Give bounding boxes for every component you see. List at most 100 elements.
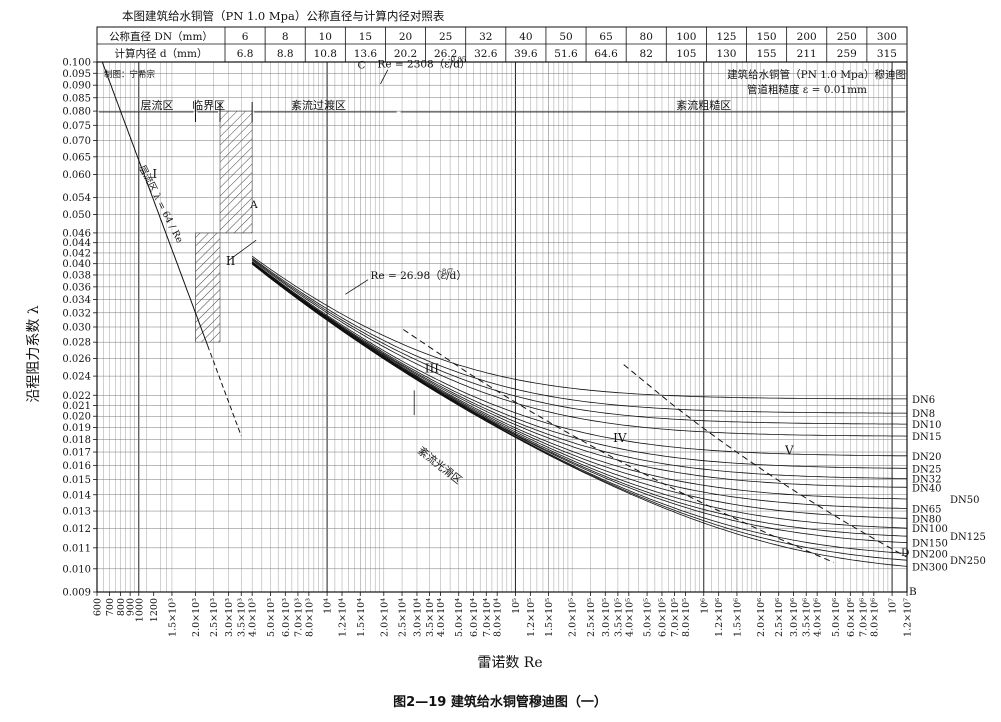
y-tick-label: 0.090 (62, 81, 91, 92)
x-tick-label: 10⁵ (511, 598, 522, 614)
x-tick-label: 3.0×10³ (224, 598, 235, 637)
series-label: DN40 (912, 483, 942, 494)
x-tick-label: 4.0×10⁴ (436, 598, 447, 637)
table-dn-cell: 15 (359, 31, 372, 43)
y-tick-label: 0.100 (62, 58, 91, 69)
series-line-dn250 (251, 263, 908, 561)
series-line-dn15 (251, 259, 908, 437)
x-axis-label: 雷诺数 Re (477, 655, 542, 671)
curve-ii-pointer (228, 239, 257, 261)
table-d-cell: 82 (640, 48, 653, 60)
table-dn-cell: 125 (716, 31, 736, 43)
table-row2-label: 计算内径 d（mm） (115, 47, 208, 60)
table-d-cell: 130 (716, 48, 736, 60)
x-tick-label: 7.0×10³ (293, 598, 304, 637)
series-line-dn300 (251, 263, 908, 567)
table-d-cell: 105 (676, 48, 696, 60)
series-line-dn50 (251, 262, 908, 500)
curve-label-v: V (784, 444, 794, 458)
author-note: 制图：宁希宗 (104, 69, 155, 80)
y-tick-label: 0.042 (62, 248, 91, 259)
table-dn-cell: 32 (479, 31, 492, 43)
x-tick-label: 7.0×10⁴ (482, 598, 493, 637)
y-tick-label: 0.080 (62, 107, 91, 118)
zone-label: 临界区 (192, 98, 225, 112)
y-axis-label: 沿程阻力系数 λ (26, 305, 42, 402)
x-tick-label: 3.0×10⁴ (412, 598, 423, 637)
table-d-cell: 259 (837, 48, 857, 60)
formula-upper: Re = 2308（ε/d） (377, 59, 470, 71)
series-label: DN65 (912, 505, 942, 516)
series-label: DN150 (912, 539, 948, 550)
x-tick-label: 1000 (134, 598, 145, 622)
dn-table: 公称直径 DN（mm） 计算内径 d（mm） 6 6.8 8 8.8 10 10.8 15 13.… (96, 26, 908, 63)
table-d-cell: 64.6 (594, 48, 618, 60)
x-tick-label: 4.0×10⁵ (624, 598, 635, 637)
table-d-cell: 6.8 (237, 48, 254, 60)
y-tick-label: 0.022 (62, 391, 91, 402)
y-tick-label: 0.021 (62, 401, 91, 412)
y-tick-label: 0.012 (62, 524, 91, 535)
y-tick-label: 0.026 (62, 354, 91, 365)
x-tick-label: 6.0×10³ (281, 598, 292, 637)
formula-upper-exponent: -0.85 (448, 56, 466, 64)
series-label: DN125 (950, 532, 986, 543)
table-dn-cell: 6 (242, 31, 249, 43)
table-dn-cell: 10 (319, 31, 332, 43)
x-tick-label: 4.0×10⁶ (813, 598, 824, 637)
x-tick-label: 3.0×10⁵ (601, 598, 612, 637)
zone-label: 层流区 (141, 98, 174, 112)
x-tick-label: 5.0×10⁵ (643, 598, 654, 637)
x-tick-label: 1.2×10⁷ (903, 598, 914, 637)
x-tick-label: 700 (105, 598, 116, 616)
x-tick-label: 3.5×10⁵ (613, 598, 624, 637)
y-tick-label: 0.075 (62, 121, 91, 132)
x-tick-label: 2.5×10³ (209, 598, 220, 637)
x-tick-label: 8.0×10³ (304, 598, 315, 637)
y-tick-label: 0.060 (62, 170, 91, 181)
x-tick-label: 7.0×10⁶ (858, 598, 869, 637)
table-d-cell: 211 (797, 48, 817, 60)
y-tick-label: 0.070 (62, 136, 91, 147)
boundary-line-upper (623, 364, 907, 558)
x-tick-label: 1.2×10⁴ (338, 598, 349, 637)
series-label: DN50 (950, 495, 980, 506)
table-title: 本图建筑给水铜管（PN 1.0 Mpa）公称直径与计算内径对照表 (122, 9, 445, 23)
x-tick-label: 1.5×10⁵ (544, 598, 555, 637)
x-tick-label: 2.0×10⁴ (379, 598, 390, 637)
series-label: DN8 (912, 409, 935, 420)
x-tick-label: 2.5×10⁴ (398, 598, 409, 637)
series-label: DN10 (912, 420, 942, 431)
series-label: DN32 (912, 474, 942, 485)
table-dn-cell: 8 (282, 31, 289, 43)
formula-upper-pointer (380, 69, 389, 85)
x-tick-label: 6.0×10⁵ (657, 598, 668, 637)
y-tick-label: 0.017 (62, 448, 91, 459)
y-tick-label: 0.024 (62, 372, 91, 383)
table-d-cell: 155 (757, 48, 777, 60)
y-tick-label: 0.015 (62, 475, 91, 486)
curves: DN6DN8DN10DN15DN20DN25DN32DN40DN50DN65DN… (101, 61, 986, 573)
x-tick-label: 2.0×10⁶ (756, 598, 767, 637)
series-line-dn25 (251, 261, 907, 469)
y-tick-label: 0.020 (62, 412, 91, 423)
table-dn-cell: 50 (559, 31, 572, 43)
grid (96, 61, 908, 593)
x-tick-label: 7.0×10⁵ (670, 598, 681, 637)
series-line-dn40 (251, 262, 908, 488)
series-line-dn200 (251, 263, 908, 554)
table-d-cell: 39.6 (514, 48, 538, 60)
y-tick-label: 0.036 (62, 282, 91, 293)
laminar-line-extension (207, 345, 242, 437)
x-tick-label: 10⁷ (888, 598, 899, 614)
x-tick-label: 6.0×10⁴ (469, 598, 480, 637)
series-line-dn6 (251, 255, 907, 400)
x-tick-label: 3.5×10⁶ (802, 598, 813, 637)
y-tick-label: 0.018 (62, 435, 91, 446)
table-d-cell: 32.6 (474, 48, 498, 60)
x-tick-label: 3.5×10⁴ (425, 598, 436, 637)
series-line-dn20 (251, 261, 907, 457)
point-label-c: C (357, 60, 365, 72)
y-tick-label: 0.019 (62, 423, 91, 434)
